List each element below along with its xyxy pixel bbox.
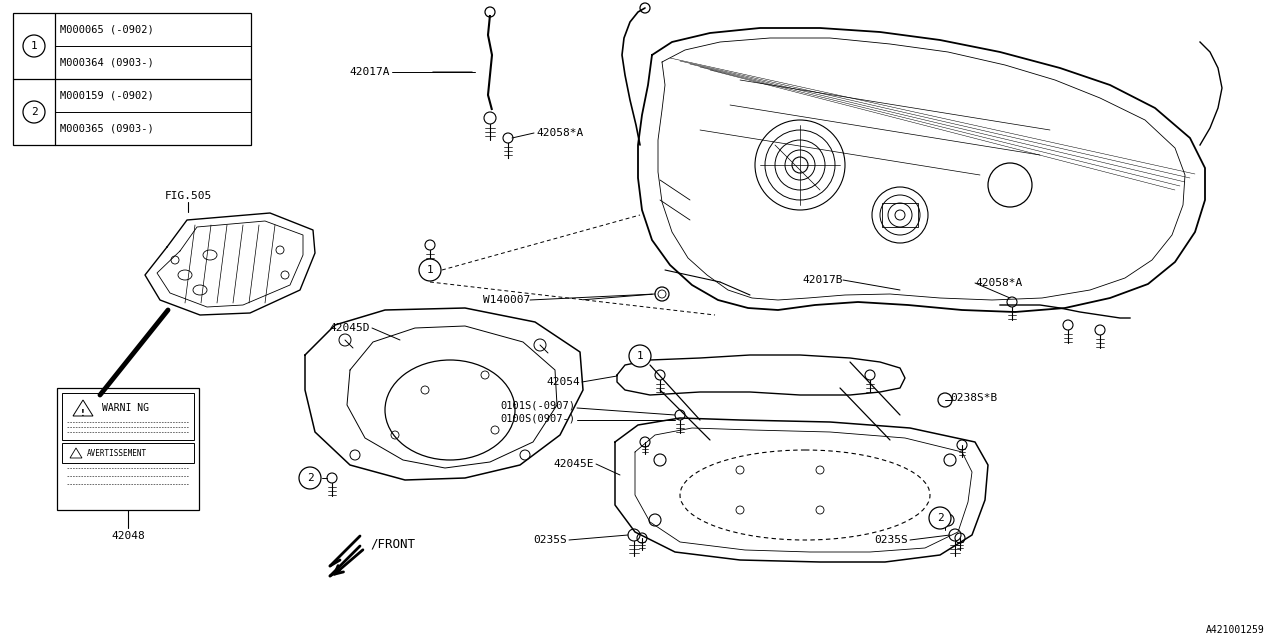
Text: 42045E: 42045E: [553, 459, 594, 469]
Text: M000365 (0903-): M000365 (0903-): [60, 124, 154, 134]
Text: FIG.505: FIG.505: [164, 191, 211, 201]
Text: 0238S*B: 0238S*B: [950, 393, 997, 403]
Text: 0101S(-0907): 0101S(-0907): [500, 400, 575, 410]
Bar: [882, 203, 918, 227]
Circle shape: [300, 467, 321, 489]
Text: 42058*A: 42058*A: [975, 278, 1023, 288]
Circle shape: [23, 101, 45, 123]
Text: 2: 2: [937, 513, 943, 523]
Circle shape: [419, 259, 442, 281]
Circle shape: [628, 345, 652, 367]
Circle shape: [23, 35, 45, 57]
Text: 0235S: 0235S: [874, 535, 908, 545]
Circle shape: [929, 507, 951, 529]
Text: 42058*A: 42058*A: [536, 128, 584, 138]
Text: 42045D: 42045D: [329, 323, 370, 333]
Text: WARNI NG: WARNI NG: [102, 403, 148, 413]
Bar: [61, 443, 195, 463]
Text: !: !: [81, 408, 84, 417]
Text: M000364 (0903-): M000364 (0903-): [60, 58, 154, 67]
Text: A421001259: A421001259: [1206, 625, 1265, 635]
Text: 42048: 42048: [111, 531, 145, 541]
Text: 0100S(0907-): 0100S(0907-): [500, 413, 575, 423]
Text: 1: 1: [636, 351, 644, 361]
Text: W140007: W140007: [483, 295, 530, 305]
Text: 42054: 42054: [547, 377, 580, 387]
Text: 42017B: 42017B: [803, 275, 844, 285]
Text: AVERTISSEMENT: AVERTISSEMENT: [87, 449, 147, 458]
Text: 2: 2: [307, 473, 314, 483]
Bar: [13, 13, 251, 145]
Bar: [61, 393, 195, 440]
Bar: [58, 388, 198, 510]
Text: 2: 2: [31, 107, 37, 117]
Text: M000159 (-0902): M000159 (-0902): [60, 90, 154, 100]
Text: 42017A: 42017A: [349, 67, 390, 77]
Text: 1: 1: [31, 41, 37, 51]
Text: 1: 1: [426, 265, 434, 275]
Text: /FRONT: /FRONT: [370, 538, 415, 550]
Text: 0235S: 0235S: [534, 535, 567, 545]
Text: M000065 (-0902): M000065 (-0902): [60, 24, 154, 35]
